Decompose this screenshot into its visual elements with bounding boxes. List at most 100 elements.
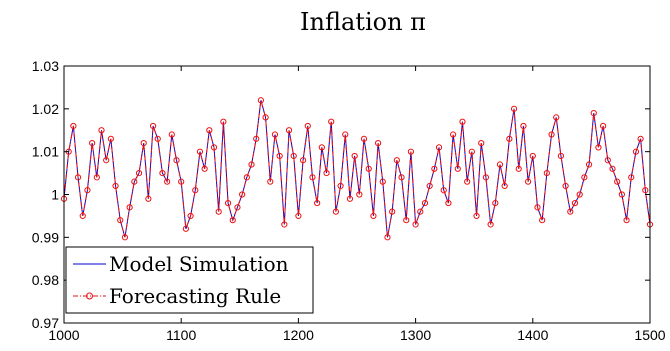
forecast-point: [351, 152, 358, 160]
chart-title: Inflation π: [300, 8, 426, 36]
y-tick-label: 1.02: [32, 101, 59, 117]
forecast-point: [454, 165, 461, 172]
legend-box: [65, 246, 314, 314]
forecast-point: [632, 148, 640, 155]
forecast-point: [642, 187, 649, 194]
forecast-point: [173, 157, 180, 164]
forecast-point: [492, 199, 499, 207]
forecast-point: [585, 161, 593, 168]
forecast-point: [168, 131, 175, 138]
forecast-point: [520, 122, 527, 130]
forecast-point: [431, 165, 438, 172]
legend-label-forecast: Forecasting Rule: [109, 284, 281, 308]
forecast-point: [107, 135, 114, 142]
forecast-point: [103, 157, 110, 164]
forecast-point: [440, 187, 447, 194]
forecast-point: [370, 212, 377, 220]
y-tick-label: 0.98: [32, 272, 59, 288]
forecast-point: [314, 199, 321, 207]
forecast-point: [571, 199, 579, 207]
forecast-point: [178, 178, 185, 185]
x-tick-label: 1300: [400, 327, 431, 343]
forecast-point: [201, 165, 208, 172]
forecast-point: [543, 169, 550, 177]
forecast-point: [206, 127, 213, 134]
forecast-point: [342, 131, 349, 138]
forecast-point: [346, 195, 354, 202]
forecast-point: [243, 174, 250, 181]
forecast-point: [112, 182, 119, 190]
forecast-point: [604, 157, 611, 164]
forecast-point: [365, 165, 372, 172]
forecast-point: [84, 187, 91, 194]
forecast-point: [309, 174, 316, 181]
forecast-point: [187, 212, 194, 220]
forecast-point: [529, 152, 536, 160]
forecast-point: [234, 204, 241, 211]
forecast-point: [337, 182, 344, 190]
forecast-point: [609, 165, 616, 172]
forecast-point: [267, 178, 274, 185]
forecast-point: [567, 208, 574, 215]
forecast-point: [614, 178, 621, 185]
forecast-point: [135, 169, 143, 177]
forecast-point: [407, 148, 415, 155]
forecast-point: [210, 144, 218, 151]
forecast-point: [501, 182, 508, 190]
forecast-point: [581, 174, 588, 181]
forecast-point: [253, 135, 260, 142]
forecast-point: [93, 174, 100, 181]
forecast-point: [248, 161, 255, 168]
x-tick-label: 1500: [634, 327, 665, 343]
forecast-point: [220, 118, 227, 125]
forecast-point: [487, 221, 494, 228]
x-tick-label: 1000: [48, 327, 79, 343]
forecast-point: [590, 110, 597, 117]
forecast-point: [435, 144, 443, 151]
forecast-point: [192, 187, 199, 194]
forecast-point: [496, 161, 504, 168]
forecast-point: [482, 174, 490, 181]
forecast-point: [140, 140, 147, 147]
forecast-point: [421, 199, 429, 207]
forecast-point: [74, 174, 82, 181]
forecast-point: [553, 114, 560, 121]
forecast-point: [182, 225, 189, 232]
forecast-point: [149, 122, 157, 130]
forecast-point: [262, 114, 269, 121]
forecast-point: [239, 191, 246, 198]
forecast-point: [576, 191, 583, 198]
forecast-point: [628, 174, 635, 181]
forecast-point: [224, 199, 232, 207]
forecast-point: [398, 174, 405, 181]
forecast-point: [290, 152, 297, 160]
forecast-point: [295, 212, 302, 220]
forecast-point: [539, 217, 546, 224]
forecast-point: [445, 199, 452, 207]
forecast-point: [515, 165, 522, 172]
forecast-point: [121, 234, 129, 241]
forecast-point: [403, 217, 410, 224]
x-tick-label: 1200: [283, 327, 314, 343]
y-tick-label: 0.99: [32, 229, 59, 245]
forecast-point: [464, 178, 471, 185]
axes-layer: 1000 1100 1200 1300 1400 1500 0.97 0.98 0.99 1 1.0…: [32, 58, 666, 343]
forecast-point: [379, 178, 386, 185]
forecast-point: [548, 131, 555, 138]
forecast-point: [510, 105, 518, 112]
forecast-point: [618, 191, 625, 198]
forecast-point: [328, 118, 335, 125]
forecast-point: [412, 221, 419, 228]
legend-label-model: Model Simulation: [109, 252, 289, 276]
x-tick-label: 1100: [166, 327, 196, 343]
forecast-point: [304, 122, 311, 130]
forecast-point: [281, 221, 288, 228]
forecast-point: [89, 140, 96, 147]
forecast-point: [468, 148, 475, 155]
forecast-point: [623, 217, 630, 224]
forecast-point: [332, 208, 339, 215]
forecast-point: [557, 152, 565, 160]
forecast-point: [389, 208, 396, 215]
forecast-point: [426, 182, 433, 190]
